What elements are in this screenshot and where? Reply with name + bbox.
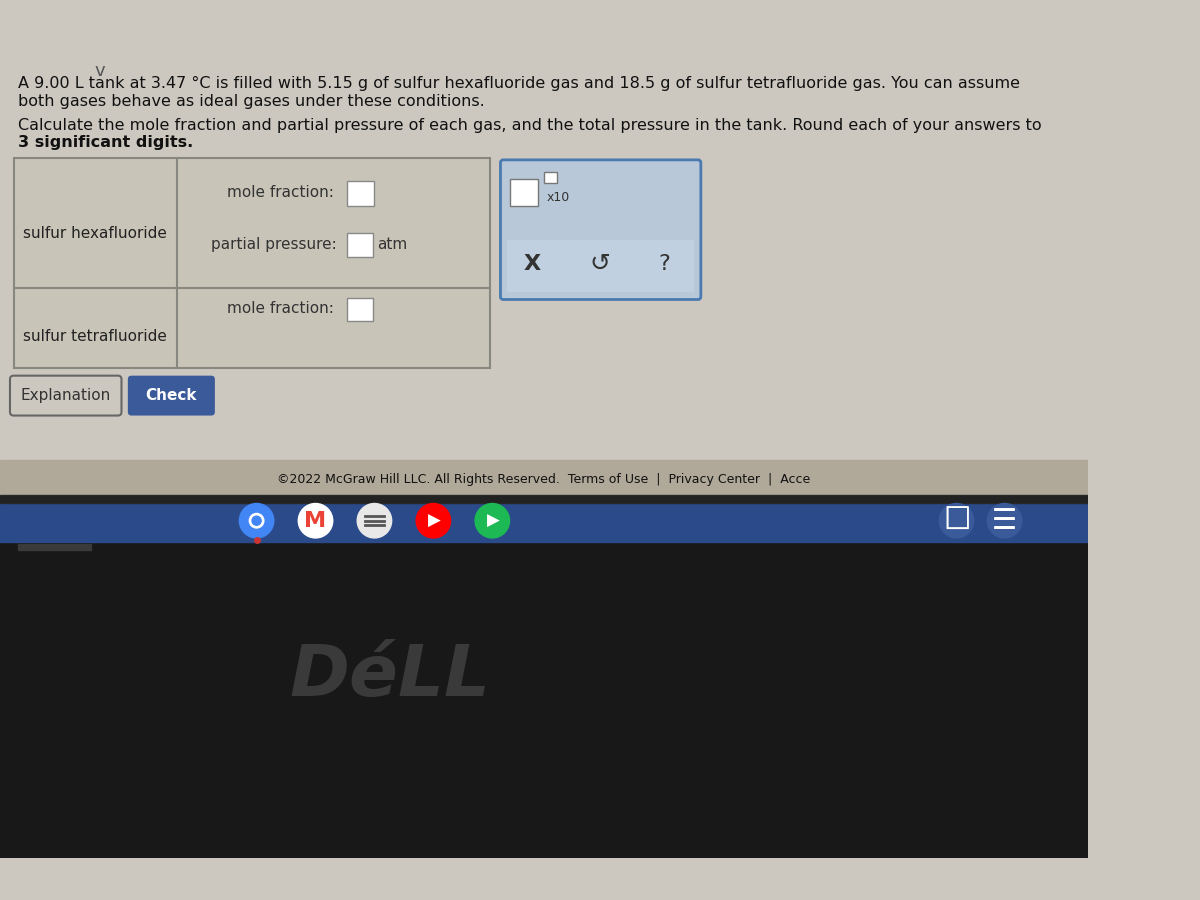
Text: ?: ? xyxy=(659,254,671,274)
Text: mole fraction:: mole fraction: xyxy=(227,185,334,200)
Circle shape xyxy=(988,503,1021,538)
FancyBboxPatch shape xyxy=(10,375,121,416)
Text: ↺: ↺ xyxy=(589,252,611,276)
Text: Explanation: Explanation xyxy=(20,388,110,403)
Circle shape xyxy=(239,503,274,538)
Bar xyxy=(0,42,1088,454)
Text: ©2022 McGraw Hill LLC. All Rights Reserved.  Terms of Use  |  Privacy Center  | : ©2022 McGraw Hill LLC. All Rights Reserv… xyxy=(277,472,811,485)
Circle shape xyxy=(416,503,451,538)
Bar xyxy=(347,233,373,256)
Circle shape xyxy=(358,503,391,538)
Bar xyxy=(0,495,1088,502)
Bar xyxy=(0,541,1088,858)
Circle shape xyxy=(940,503,973,538)
Circle shape xyxy=(475,503,510,538)
Text: Calculate the mole fraction and partial pressure of each gas, and the total pres: Calculate the mole fraction and partial … xyxy=(18,118,1042,133)
Text: X: X xyxy=(523,254,541,274)
FancyBboxPatch shape xyxy=(128,375,215,416)
Bar xyxy=(0,460,1088,498)
Bar xyxy=(506,239,695,292)
Text: Check: Check xyxy=(145,388,197,403)
Text: 3 significant digits.: 3 significant digits. xyxy=(18,135,193,150)
Text: M: M xyxy=(305,510,326,531)
Text: v: v xyxy=(95,62,106,80)
Text: ☰: ☰ xyxy=(992,507,1018,535)
Circle shape xyxy=(250,514,264,528)
Bar xyxy=(0,42,1088,495)
Text: sulfur tetrafluoride: sulfur tetrafluoride xyxy=(23,329,167,344)
Text: x10: x10 xyxy=(547,191,570,203)
Bar xyxy=(13,158,490,368)
Text: partial pressure:: partial pressure: xyxy=(211,237,337,252)
Text: ▶: ▶ xyxy=(487,512,499,530)
Text: DéLL: DéLL xyxy=(289,643,491,711)
Text: atm: atm xyxy=(377,237,408,252)
Bar xyxy=(0,500,1088,858)
Bar xyxy=(347,181,374,206)
FancyBboxPatch shape xyxy=(500,160,701,300)
Bar xyxy=(510,179,538,206)
Text: A 9.00 L tank at 3.47 °C is filled with 5.15 g of sulfur hexafluoride gas and 18: A 9.00 L tank at 3.47 °C is filled with … xyxy=(18,76,1020,92)
Text: mole fraction:: mole fraction: xyxy=(227,302,334,316)
Text: ☰: ☰ xyxy=(992,507,1018,535)
Bar xyxy=(18,544,91,550)
Bar xyxy=(544,172,557,183)
Text: ☐: ☐ xyxy=(943,506,970,536)
Circle shape xyxy=(299,503,332,538)
Text: both gases behave as ideal gases under these conditions.: both gases behave as ideal gases under t… xyxy=(18,94,485,109)
Text: sulfur hexafluoride: sulfur hexafluoride xyxy=(23,226,167,241)
Circle shape xyxy=(252,517,262,526)
Text: ☐: ☐ xyxy=(943,506,970,536)
Bar xyxy=(0,499,1088,543)
Text: ▶: ▶ xyxy=(428,512,440,530)
Bar xyxy=(347,298,373,321)
Bar xyxy=(0,496,1088,501)
